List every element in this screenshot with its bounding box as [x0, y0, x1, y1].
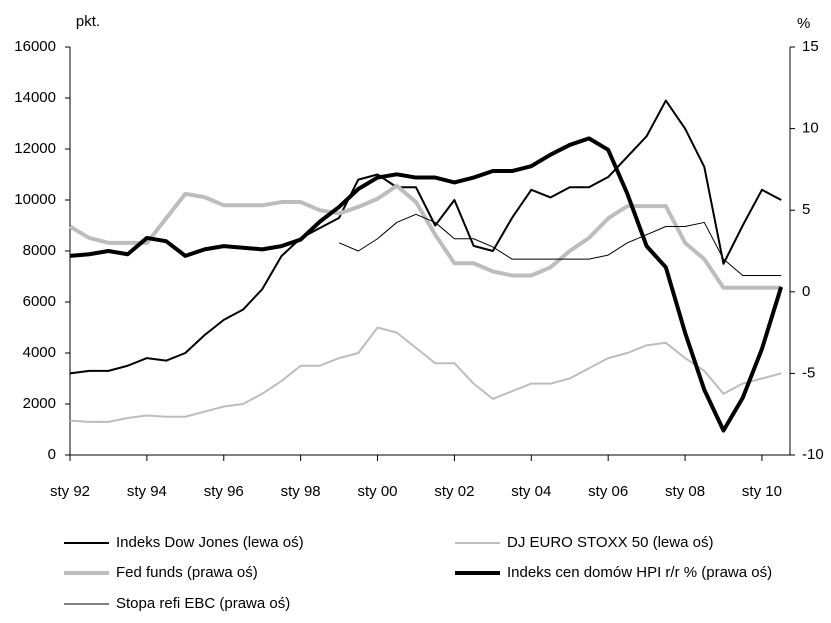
legend-label: Indeks cen domów HPI r/r % (prawa oś): [507, 564, 772, 581]
legend-label: Indeks Dow Jones (lewa oś): [116, 534, 304, 551]
y2-tick-label: -5: [802, 364, 815, 381]
legend-label: Fed funds (prawa oś): [116, 564, 258, 581]
x-tick-label: sty 06: [588, 483, 628, 500]
y2-tick-label: 10: [802, 120, 819, 137]
legend-label: DJ EURO STOXX 50 (lewa oś): [507, 534, 713, 551]
x-tick-label: sty 02: [434, 483, 474, 500]
y-tick-label: 12000: [14, 140, 56, 157]
x-tick-label: sty 08: [665, 483, 705, 500]
series-line: [69, 136, 784, 433]
x-tick-label: sty 96: [204, 483, 244, 500]
series-line: [68, 183, 782, 290]
y2-axis-label: %: [797, 15, 810, 32]
y-tick-label: 2000: [23, 395, 56, 412]
y2-tick-label: 5: [802, 201, 810, 218]
legend-label: Stopa refi EBC (prawa oś): [116, 595, 290, 612]
y-tick-label: 8000: [23, 242, 56, 259]
series-line: [338, 213, 782, 276]
x-tick-label: sty 10: [742, 483, 782, 500]
x-tick-label: sty 92: [50, 483, 90, 500]
y-tick-label: 16000: [14, 38, 56, 55]
y2-tick-label: -10: [802, 446, 824, 463]
x-tick-label: sty 94: [127, 483, 167, 500]
y-tick-label: 0: [48, 446, 56, 463]
y-tick-label: 10000: [14, 191, 56, 208]
x-tick-label: sty 00: [358, 483, 398, 500]
y2-tick-label: 0: [802, 283, 810, 300]
series-line: [69, 326, 782, 423]
x-tick-label: sty 98: [281, 483, 321, 500]
y2-tick-label: 15: [802, 38, 819, 55]
y-tick-label: 6000: [23, 293, 56, 310]
y-axis-label: pkt.: [76, 13, 100, 30]
y-tick-label: 14000: [14, 89, 56, 106]
y-tick-label: 4000: [23, 344, 56, 361]
series-line: [69, 99, 782, 375]
x-tick-label: sty 04: [511, 483, 551, 500]
